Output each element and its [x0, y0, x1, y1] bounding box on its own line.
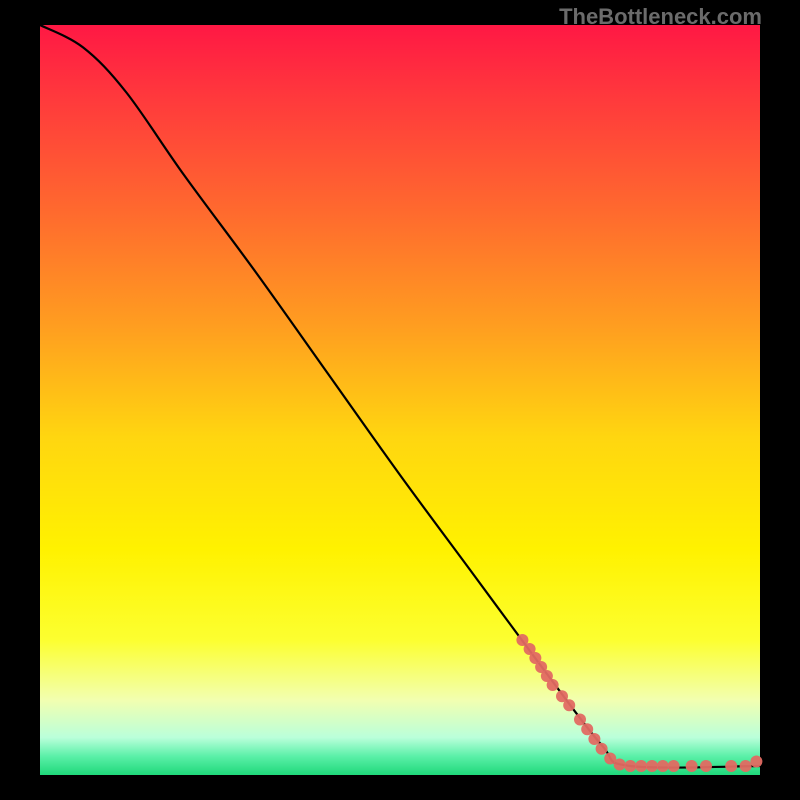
data-marker [547, 679, 559, 691]
data-marker [668, 760, 680, 772]
watermark-text: TheBottleneck.com [559, 4, 762, 30]
data-marker [588, 733, 600, 745]
data-marker [635, 760, 647, 772]
data-marker [596, 743, 608, 755]
plot-background [40, 25, 760, 775]
data-marker [614, 759, 626, 771]
data-marker [657, 760, 669, 772]
data-marker [725, 760, 737, 772]
data-marker [750, 756, 762, 768]
data-marker [700, 760, 712, 772]
data-marker [581, 723, 593, 735]
data-marker [740, 760, 752, 772]
chart-svg [0, 0, 800, 800]
data-marker [574, 714, 586, 726]
chart-stage: TheBottleneck.com [0, 0, 800, 800]
data-marker [646, 760, 658, 772]
data-marker [624, 760, 636, 772]
data-marker [563, 699, 575, 711]
data-marker [686, 760, 698, 772]
